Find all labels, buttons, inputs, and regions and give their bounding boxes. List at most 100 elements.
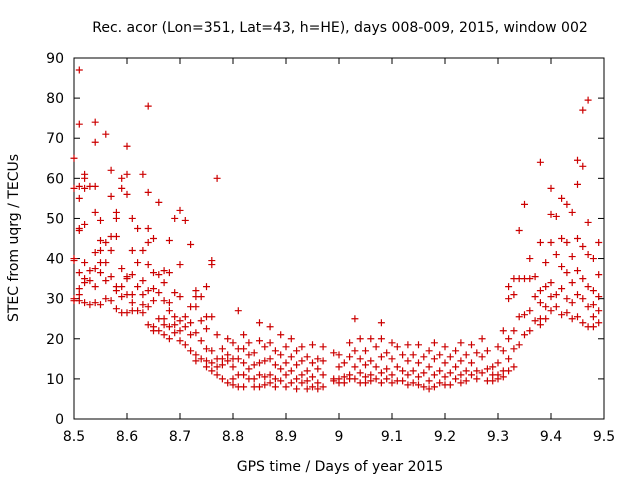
data-point	[75, 66, 83, 74]
data-point	[362, 347, 369, 355]
data-point	[309, 341, 316, 349]
data-point	[118, 184, 126, 192]
data-point	[118, 265, 126, 273]
data-point	[97, 301, 104, 309]
data-point	[266, 355, 274, 363]
data-point	[399, 367, 407, 375]
data-point	[139, 291, 147, 299]
data-point	[155, 289, 163, 297]
data-point	[362, 361, 369, 369]
data-point	[346, 339, 354, 347]
data-point	[494, 375, 502, 383]
data-point	[499, 373, 507, 381]
data-point	[144, 303, 152, 311]
data-point	[468, 341, 475, 349]
data-point	[123, 275, 131, 283]
data-point	[404, 357, 412, 365]
data-point	[542, 259, 550, 267]
x-tick-label: 8.8	[222, 429, 244, 445]
data-point	[187, 347, 195, 355]
data-point	[118, 283, 126, 291]
x-tick-label: 9.4	[540, 429, 562, 445]
data-point	[134, 307, 142, 315]
data-point	[510, 345, 518, 353]
data-point	[425, 363, 433, 371]
data-point	[256, 383, 263, 391]
data-point	[415, 381, 422, 389]
y-tick-label: 70	[46, 131, 64, 147]
data-point	[367, 357, 375, 365]
data-point	[293, 375, 301, 383]
data-point	[187, 331, 195, 339]
data-point	[314, 379, 322, 387]
data-point	[293, 385, 301, 393]
data-point	[144, 102, 152, 110]
data-point	[393, 343, 401, 351]
data-point	[595, 271, 603, 279]
data-point	[552, 303, 560, 311]
data-point	[584, 251, 592, 259]
data-point	[165, 323, 173, 331]
data-point	[574, 180, 581, 188]
data-point	[287, 353, 295, 361]
data-point	[218, 355, 226, 363]
data-point	[218, 375, 226, 383]
data-point	[287, 379, 295, 387]
data-point	[81, 299, 89, 307]
data-point	[97, 269, 104, 277]
data-point	[526, 307, 534, 315]
data-point	[70, 257, 78, 265]
data-point	[462, 377, 470, 385]
data-point	[144, 188, 152, 196]
data-point	[510, 363, 518, 371]
data-point	[584, 96, 592, 104]
data-point	[515, 313, 523, 321]
data-point	[505, 295, 513, 303]
data-point	[165, 237, 173, 245]
data-point	[340, 373, 348, 381]
data-point	[526, 327, 534, 335]
data-point	[240, 331, 248, 339]
data-point	[356, 369, 364, 377]
data-point	[261, 373, 269, 381]
x-tick-label: 9.3	[487, 429, 509, 445]
data-point	[282, 383, 290, 391]
data-point	[160, 315, 168, 323]
data-point	[393, 363, 401, 371]
data-point	[81, 174, 89, 182]
data-point	[224, 335, 232, 343]
data-point	[176, 206, 184, 214]
data-point	[287, 335, 295, 343]
data-point	[75, 194, 83, 202]
data-point	[102, 239, 110, 247]
data-point	[86, 301, 94, 309]
data-point	[351, 375, 359, 383]
data-point	[112, 214, 120, 222]
data-point	[97, 247, 104, 255]
data-point	[91, 299, 99, 307]
data-point	[256, 319, 263, 327]
data-point	[144, 224, 152, 232]
data-point	[171, 214, 179, 222]
data-point	[531, 293, 539, 301]
data-point	[160, 279, 168, 287]
data-point	[526, 255, 534, 263]
data-point	[457, 339, 465, 347]
x-tick-label: 8.6	[116, 429, 138, 445]
data-point	[436, 351, 444, 359]
data-point	[319, 371, 327, 379]
data-point	[377, 369, 385, 377]
data-point	[568, 299, 576, 307]
data-point	[112, 208, 120, 216]
data-point	[372, 343, 380, 351]
data-point	[547, 293, 555, 301]
data-point	[171, 321, 179, 329]
y-tick-label: 90	[46, 51, 64, 67]
data-point	[595, 319, 603, 327]
y-tick-label: 10	[46, 372, 64, 388]
data-point	[208, 367, 216, 375]
y-axis-label: STEC from uqrg / TECUs	[6, 154, 22, 322]
data-point	[213, 174, 221, 182]
data-point	[165, 299, 173, 307]
y-tick-label: 80	[46, 91, 64, 107]
